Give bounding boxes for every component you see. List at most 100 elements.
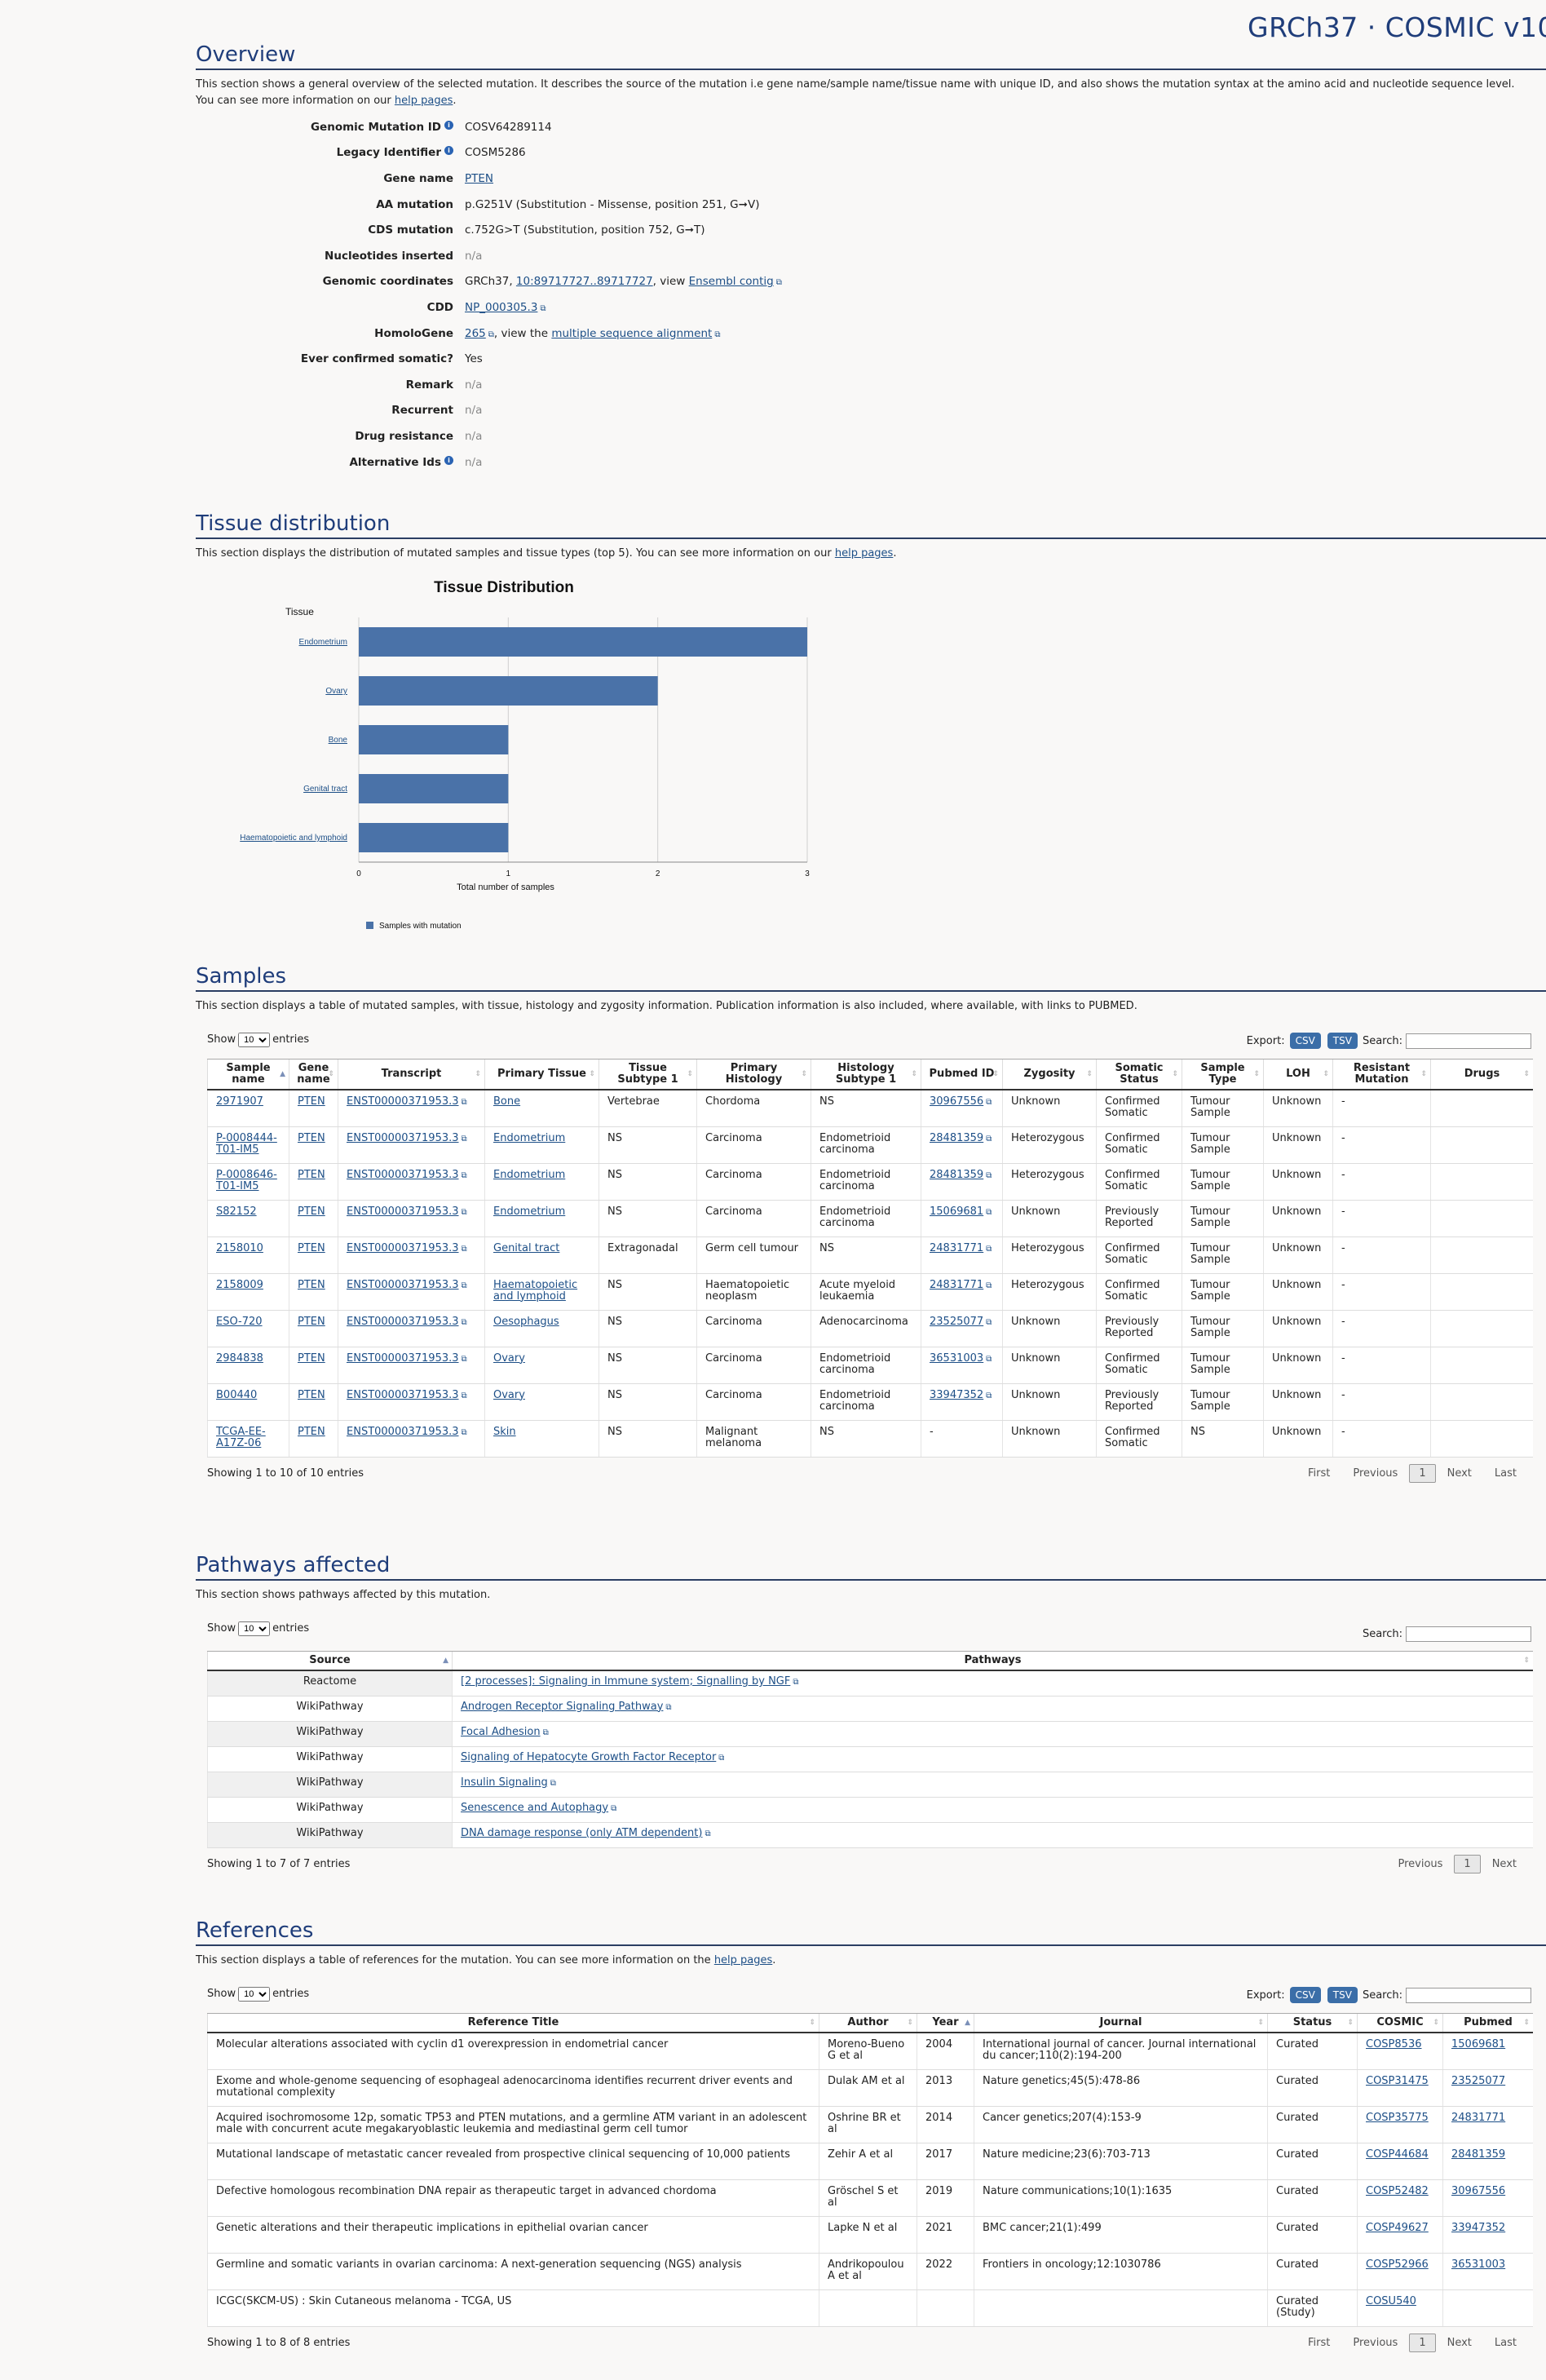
- pager-previous[interactable]: Previous: [1398, 1857, 1443, 1870]
- samples-cell-link[interactable]: ENST00000371953.3: [347, 1388, 459, 1401]
- references-header-col-2[interactable]: Year ▲: [917, 2013, 974, 2033]
- samples-cell-link[interactable]: 2971907: [216, 1095, 263, 1108]
- pathways-header-source[interactable]: Source ▲: [207, 1651, 453, 1671]
- pathways-search-input[interactable]: [1406, 1626, 1531, 1642]
- pathway-link[interactable]: Signaling of Hepatocyte Growth Factor Re…: [461, 1750, 717, 1763]
- pathway-link[interactable]: DNA damage response (only ATM dependent): [461, 1826, 703, 1839]
- samples-cell-link[interactable]: ESO-720: [216, 1315, 263, 1328]
- samples-header-col-3[interactable]: Primary Tissue ⇕: [484, 1059, 599, 1090]
- samples-cell-link[interactable]: ENST00000371953.3: [347, 1205, 459, 1218]
- samples-cell-link[interactable]: 24831771: [930, 1241, 984, 1254]
- samples-cell-link[interactable]: Haematopoietic and lymphoid: [493, 1278, 578, 1303]
- samples-header-col-8[interactable]: Zygosity ⇕: [1002, 1059, 1097, 1090]
- samples-cell-link[interactable]: ENST00000371953.3: [347, 1315, 459, 1328]
- info-icon[interactable]: i: [444, 455, 453, 465]
- references-cell-link[interactable]: COSP49627: [1366, 2221, 1429, 2234]
- samples-header-col-10[interactable]: Sample Type ⇕: [1182, 1059, 1264, 1090]
- references-cell-link[interactable]: COSP52966: [1366, 2258, 1429, 2271]
- pager-next[interactable]: Next: [1447, 1466, 1472, 1480]
- pager-last[interactable]: Last: [1494, 1466, 1517, 1480]
- samples-cell-link[interactable]: TCGA-EE-A17Z-06: [216, 1425, 266, 1449]
- samples-cell-link[interactable]: Bone: [493, 1095, 521, 1108]
- samples-cell-link[interactable]: P-0008444-T01-IM5: [216, 1131, 277, 1156]
- pager-previous[interactable]: Previous: [1353, 1466, 1398, 1480]
- samples-cell-link[interactable]: Genital tract: [493, 1241, 560, 1254]
- references-cell-link[interactable]: COSP44684: [1366, 2148, 1429, 2161]
- tissue-help-link[interactable]: help pages: [834, 547, 894, 560]
- chart-category-label[interactable]: Bone: [329, 736, 348, 745]
- references-cell-link[interactable]: COSU540: [1366, 2294, 1416, 2307]
- references-page-size[interactable]: 10: [238, 1987, 271, 2002]
- references-tsv-button[interactable]: TSV: [1327, 1987, 1358, 2003]
- references-header-col-1[interactable]: Author ⇕: [819, 2013, 917, 2033]
- samples-csv-button[interactable]: CSV: [1289, 1033, 1321, 1049]
- samples-cell-link[interactable]: Ovary: [493, 1388, 525, 1401]
- references-header-col-6[interactable]: Pubmed ⇕: [1442, 2013, 1533, 2033]
- samples-cell-link[interactable]: Endometrium: [493, 1131, 566, 1144]
- samples-cell-link[interactable]: ENST00000371953.3: [347, 1351, 459, 1365]
- references-cell-link[interactable]: 15069681: [1451, 2038, 1506, 2050]
- samples-cell-link[interactable]: 36531003: [930, 1351, 984, 1365]
- samples-cell-link[interactable]: 28481359: [930, 1168, 984, 1181]
- samples-header-col-11[interactable]: LOH ⇕: [1263, 1059, 1333, 1090]
- samples-cell-link[interactable]: 2984838: [216, 1351, 263, 1365]
- samples-search-input[interactable]: [1406, 1033, 1531, 1049]
- samples-cell-link[interactable]: 23525077: [930, 1315, 984, 1328]
- chart-category-label[interactable]: Genital tract: [303, 785, 347, 794]
- references-cell-link[interactable]: COSP35775: [1366, 2111, 1429, 2124]
- samples-cell-link[interactable]: S82152: [216, 1205, 257, 1218]
- references-csv-button[interactable]: CSV: [1289, 1987, 1321, 2003]
- samples-cell-link[interactable]: ENST00000371953.3: [347, 1168, 459, 1181]
- references-search-input[interactable]: [1406, 1987, 1531, 2003]
- samples-header-col-12[interactable]: Resistant Mutation ⇕: [1332, 1059, 1431, 1090]
- samples-cell-link[interactable]: PTEN: [298, 1095, 325, 1108]
- samples-cell-link[interactable]: Endometrium: [493, 1205, 566, 1218]
- info-icon[interactable]: i: [444, 120, 453, 130]
- samples-cell-link[interactable]: 15069681: [930, 1205, 984, 1218]
- references-cell-link[interactable]: 33947352: [1451, 2221, 1506, 2234]
- samples-header-col-0[interactable]: Sample name ▲: [207, 1059, 289, 1090]
- samples-cell-link[interactable]: 2158009: [216, 1278, 263, 1291]
- gene-link[interactable]: PTEN: [465, 171, 494, 185]
- samples-cell-link[interactable]: 30967556: [930, 1095, 984, 1108]
- homologene-link[interactable]: 265: [465, 326, 486, 340]
- pathway-link[interactable]: Insulin Signaling: [461, 1776, 548, 1789]
- samples-header-col-7[interactable]: Pubmed ID ⇕: [921, 1059, 1003, 1090]
- references-cell-link[interactable]: COSP8536: [1366, 2038, 1422, 2050]
- samples-cell-link[interactable]: PTEN: [298, 1241, 325, 1254]
- pager-first[interactable]: First: [1308, 1466, 1331, 1480]
- references-header-col-0[interactable]: Reference Title ⇕: [207, 2013, 819, 2033]
- samples-header-col-13[interactable]: Drugs ⇕: [1430, 1059, 1533, 1090]
- pager-next[interactable]: Next: [1491, 1857, 1517, 1870]
- pathways-page-size[interactable]: 10: [238, 1621, 271, 1636]
- pager-previous[interactable]: Previous: [1353, 2336, 1398, 2349]
- samples-cell-link[interactable]: ENST00000371953.3: [347, 1278, 459, 1291]
- pager-page-1[interactable]: 1: [1454, 1854, 1481, 1873]
- cdd-link[interactable]: NP_000305.3: [465, 300, 538, 314]
- pager-page-1[interactable]: 1: [1409, 1463, 1436, 1483]
- pager-first[interactable]: First: [1308, 2336, 1331, 2349]
- references-header-col-4[interactable]: Status ⇕: [1267, 2013, 1358, 2033]
- pathway-link[interactable]: Androgen Receptor Signaling Pathway: [461, 1700, 664, 1713]
- samples-cell-link[interactable]: ENST00000371953.3: [347, 1425, 459, 1438]
- samples-cell-link[interactable]: 24831771: [930, 1278, 984, 1291]
- samples-cell-link[interactable]: PTEN: [298, 1351, 325, 1365]
- chart-category-label[interactable]: Endometrium: [299, 638, 347, 647]
- references-header-col-3[interactable]: Journal ⇕: [974, 2013, 1268, 2033]
- pager-page-1[interactable]: 1: [1409, 2333, 1436, 2352]
- references-cell-link[interactable]: 23525077: [1451, 2074, 1506, 2087]
- samples-header-col-4[interactable]: Tissue Subtype 1 ⇕: [599, 1059, 697, 1090]
- msa-link[interactable]: multiple sequence alignment: [551, 326, 713, 340]
- references-cell-link[interactable]: 36531003: [1451, 2258, 1506, 2271]
- references-cell-link[interactable]: 24831771: [1451, 2111, 1506, 2124]
- samples-cell-link[interactable]: PTEN: [298, 1168, 325, 1181]
- samples-cell-link[interactable]: PTEN: [298, 1131, 325, 1144]
- samples-cell-link[interactable]: ENST00000371953.3: [347, 1131, 459, 1144]
- samples-cell-link[interactable]: Endometrium: [493, 1168, 566, 1181]
- references-cell-link[interactable]: COSP52482: [1366, 2184, 1429, 2197]
- samples-cell-link[interactable]: ENST00000371953.3: [347, 1241, 459, 1254]
- samples-header-col-2[interactable]: Transcript ⇕: [338, 1059, 485, 1090]
- pathways-header-pathways[interactable]: Pathways ⇕: [452, 1651, 1533, 1671]
- samples-header-col-1[interactable]: Gene name ⇕: [289, 1059, 338, 1090]
- samples-cell-link[interactable]: P-0008646-T01-IM5: [216, 1168, 277, 1192]
